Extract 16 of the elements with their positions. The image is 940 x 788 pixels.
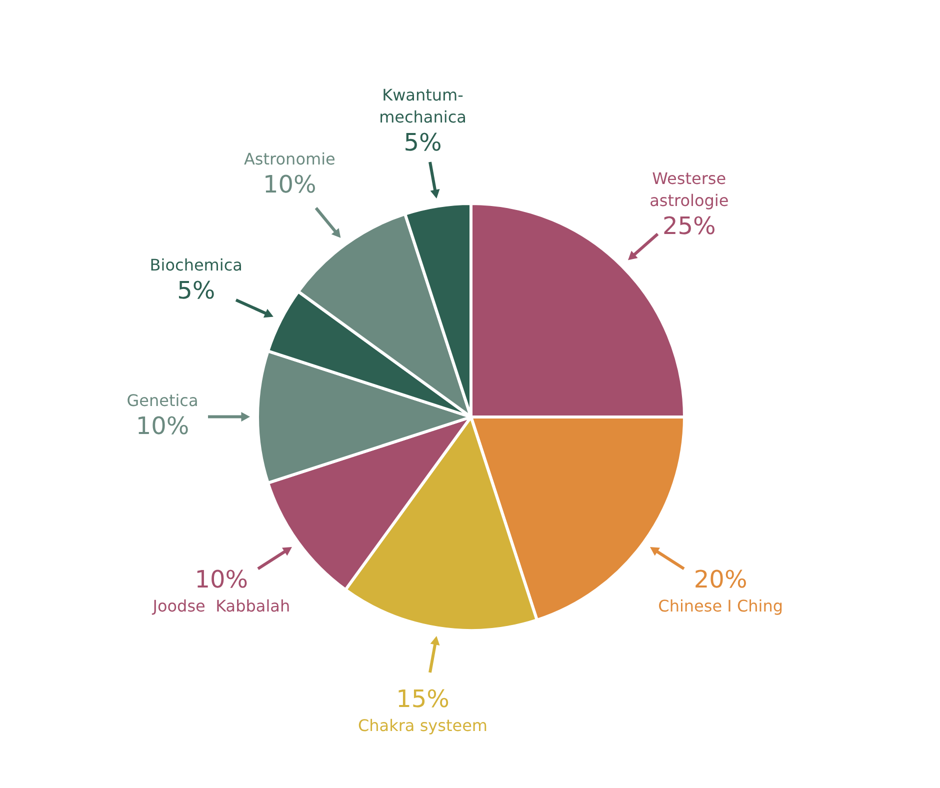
slice-label: Westerse astrologie [650, 169, 729, 210]
data-label: 10% [136, 412, 190, 440]
data-label: 15% [396, 685, 450, 714]
slice-label: Joodse Kabbalah [152, 596, 290, 616]
data-label: 10% [262, 170, 316, 199]
data-label: 5% [177, 276, 216, 305]
data-label: 25% [662, 212, 716, 240]
data-label: 20% [694, 566, 748, 594]
slice-label: Kwantum- mechanica [379, 85, 466, 126]
data-label: 10% [194, 566, 248, 594]
slice-label: Chakra systeem [358, 716, 488, 735]
slice-label: Chinese I Ching [658, 596, 784, 616]
data-label: 5% [404, 128, 442, 156]
slice-label: Genetica [126, 391, 198, 410]
slice-label: Biochemica [150, 256, 242, 275]
slice-label: Astronomie [244, 150, 336, 169]
